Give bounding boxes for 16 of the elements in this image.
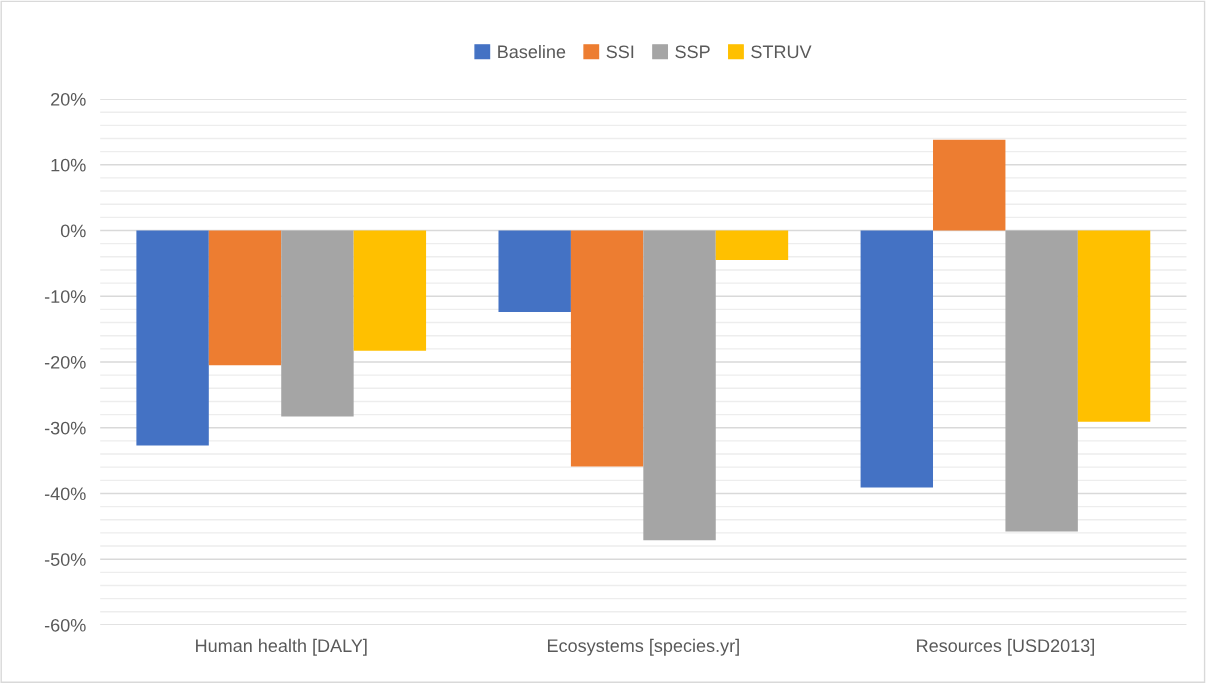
y-tick-label: 0% bbox=[60, 224, 86, 238]
legend-label: STRUV bbox=[751, 45, 812, 59]
y-tick-label: -10% bbox=[44, 290, 86, 303]
y-tick-label: -20% bbox=[44, 355, 86, 369]
x-tick-label: Resources [USD2013] bbox=[917, 638, 1094, 656]
x-tick-label: Ecosystems [species.yr] bbox=[547, 638, 739, 656]
y-tick-label: -50% bbox=[44, 553, 86, 566]
y-tick-label: -60% bbox=[44, 618, 86, 632]
legend-label: SSP bbox=[675, 45, 710, 59]
y-tick-label: 20% bbox=[51, 92, 86, 106]
y-tick-label: -40% bbox=[44, 487, 86, 501]
y-tick-label: -30% bbox=[44, 421, 86, 435]
legend-label: SSI bbox=[606, 45, 634, 59]
y-tick-label: 10% bbox=[51, 158, 86, 172]
x-tick-label: Human health [DALY] bbox=[196, 638, 367, 656]
legend-label: Baseline bbox=[498, 44, 566, 59]
